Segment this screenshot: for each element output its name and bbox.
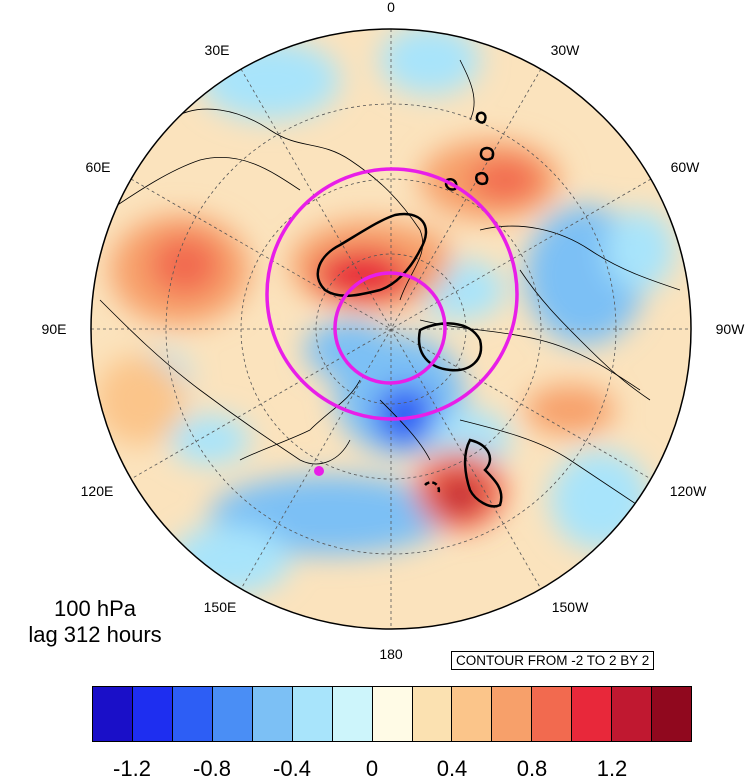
contours: [316, 111, 503, 508]
colorbar-swatch: [372, 687, 413, 741]
contour-note: CONTOUR FROM -2 TO 2 BY 2: [451, 651, 655, 670]
lon-label-60e: 60E: [85, 159, 111, 175]
colorbar-swatch: [172, 687, 213, 741]
colorbar-swatch: [292, 687, 333, 741]
colorbar: [92, 686, 692, 742]
colorbar-swatch: [492, 687, 533, 741]
colorbar-swatch: [532, 687, 573, 741]
colorbar-tick-label: 0: [365, 756, 379, 781]
colorbar-swatch: [212, 687, 253, 741]
magenta-rings: [265, 167, 519, 421]
colorbar-swatch: [93, 687, 133, 741]
colorbar-swatch: [252, 687, 293, 741]
map-border: [90, 28, 692, 630]
colorbar-tick-label: 0.4: [436, 756, 468, 781]
colorbar-swatch: [452, 687, 493, 741]
lon-label-180: 180: [379, 646, 403, 662]
lon-label-60w: 60W: [670, 159, 700, 175]
lon-label-0: 0: [387, 0, 395, 15]
anomaly-field: [91, 29, 691, 629]
colorbar-swatch: [652, 687, 692, 741]
lon-label-90w: 90W: [715, 321, 745, 337]
colorbar-tick-label: -1.2: [113, 756, 151, 781]
level-label: 100 hPa: [54, 596, 136, 621]
colorbar-swatch: [132, 687, 173, 741]
colorbar-swatch: [612, 687, 653, 741]
lag-label: lag 312 hours: [28, 622, 162, 647]
colorbar-tick-label: 1.2: [596, 756, 628, 781]
lon-label-90e: 90E: [41, 321, 67, 337]
magenta-marker: [314, 466, 324, 476]
lon-label-30e: 30E: [204, 42, 230, 58]
colorbar-tick-label: -0.8: [193, 756, 231, 781]
colorbar-tick-label: -0.4: [273, 756, 311, 781]
lon-label-120w: 120W: [669, 483, 707, 499]
colorbar-tick-label: 0.8: [516, 756, 548, 781]
graticule: [91, 29, 691, 629]
colorbar-swatch: [572, 687, 613, 741]
lon-label-150w: 150W: [551, 599, 589, 615]
colorbar-swatch: [332, 687, 373, 741]
colorbar-swatch: [412, 687, 453, 741]
lon-label-30w: 30W: [550, 42, 580, 58]
lon-label-150e: 150E: [203, 599, 237, 615]
lon-label-120e: 120E: [80, 483, 114, 499]
